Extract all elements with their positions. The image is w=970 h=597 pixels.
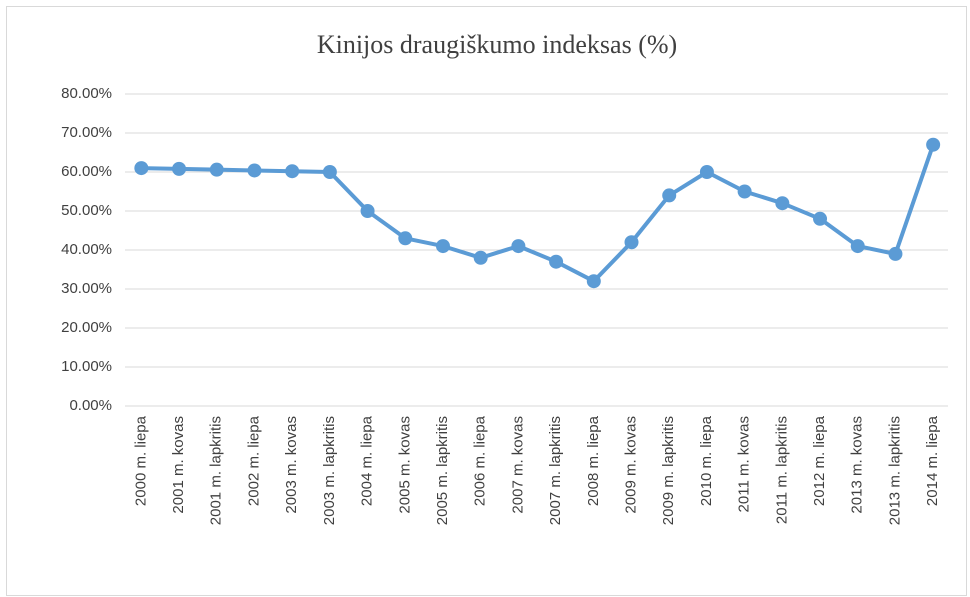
point — [511, 239, 526, 254]
x-tick-label: 2011 m. kovas — [736, 416, 753, 512]
y-tick-label: 80.00% — [61, 85, 112, 102]
x-tick-label: 2011 m. lapkritis — [773, 416, 790, 524]
point — [662, 188, 677, 203]
y-tick-label: 40.00% — [61, 241, 112, 258]
point — [586, 274, 601, 289]
point — [360, 204, 375, 218]
point — [850, 239, 865, 254]
point — [624, 235, 639, 250]
y-tick-label: 30.00% — [61, 280, 112, 297]
y-tick-label: 70.00% — [61, 124, 112, 141]
point — [134, 161, 149, 176]
y-tick-label: 50.00% — [61, 202, 112, 219]
point — [209, 162, 224, 177]
y-tick-label: 60.00% — [61, 163, 112, 180]
x-tick-label: 2009 m. kovas — [622, 416, 639, 514]
x-tick-label: 2000 m. liepa — [132, 415, 149, 506]
x-tick-label: 2004 m. liepa — [359, 415, 376, 506]
point — [172, 161, 187, 176]
point — [247, 163, 262, 178]
point — [888, 246, 903, 261]
x-tick-label: 2002 m. liepa — [245, 415, 262, 506]
point — [699, 165, 714, 179]
x-tick-label: 2005 m. lapkritis — [434, 416, 451, 525]
x-tick-label: 2012 m. liepa — [811, 415, 828, 506]
x-tick-label: 2009 m. lapkritis — [660, 416, 677, 525]
x-tick-label: 2014 m. liepa — [924, 415, 941, 506]
x-tick-label: 2005 m. kovas — [396, 416, 413, 514]
x-tick-label: 2008 m. liepa — [585, 415, 602, 506]
chart-border — [6, 6, 967, 596]
x-tick-label: 2001 m. lapkritis — [208, 416, 225, 525]
x-tick-label: 2007 m. lapkritis — [547, 416, 564, 525]
chart-title: Kinijos draugiškumo indeksas (%) — [317, 30, 677, 59]
point — [737, 184, 752, 199]
point — [549, 254, 564, 269]
point — [398, 231, 413, 246]
point — [813, 211, 828, 226]
x-tick-label: 2007 m. kovas — [509, 416, 526, 514]
line — [141, 144, 936, 284]
point — [473, 250, 488, 265]
point — [285, 164, 300, 179]
y-tick-label: 20.00% — [61, 319, 112, 336]
x-tick-label: 2010 m. liepa — [698, 415, 715, 506]
x-tick-label: 2003 m. lapkritis — [321, 416, 338, 525]
point — [775, 196, 790, 211]
x-tick-label: 2001 m. kovas — [170, 416, 187, 514]
x-tick-label: 2013 m. lapkritis — [886, 416, 903, 525]
y-tick-label: 10.00% — [61, 358, 112, 375]
x-tick-label: 2006 m. liepa — [472, 415, 489, 506]
x-tick-label: 2003 m. kovas — [283, 416, 300, 514]
point — [435, 239, 450, 254]
x-tick-label: 2013 m. kovas — [849, 416, 866, 514]
point — [926, 137, 941, 152]
y-tick-label: 0.00% — [69, 397, 112, 414]
point — [322, 165, 337, 179]
